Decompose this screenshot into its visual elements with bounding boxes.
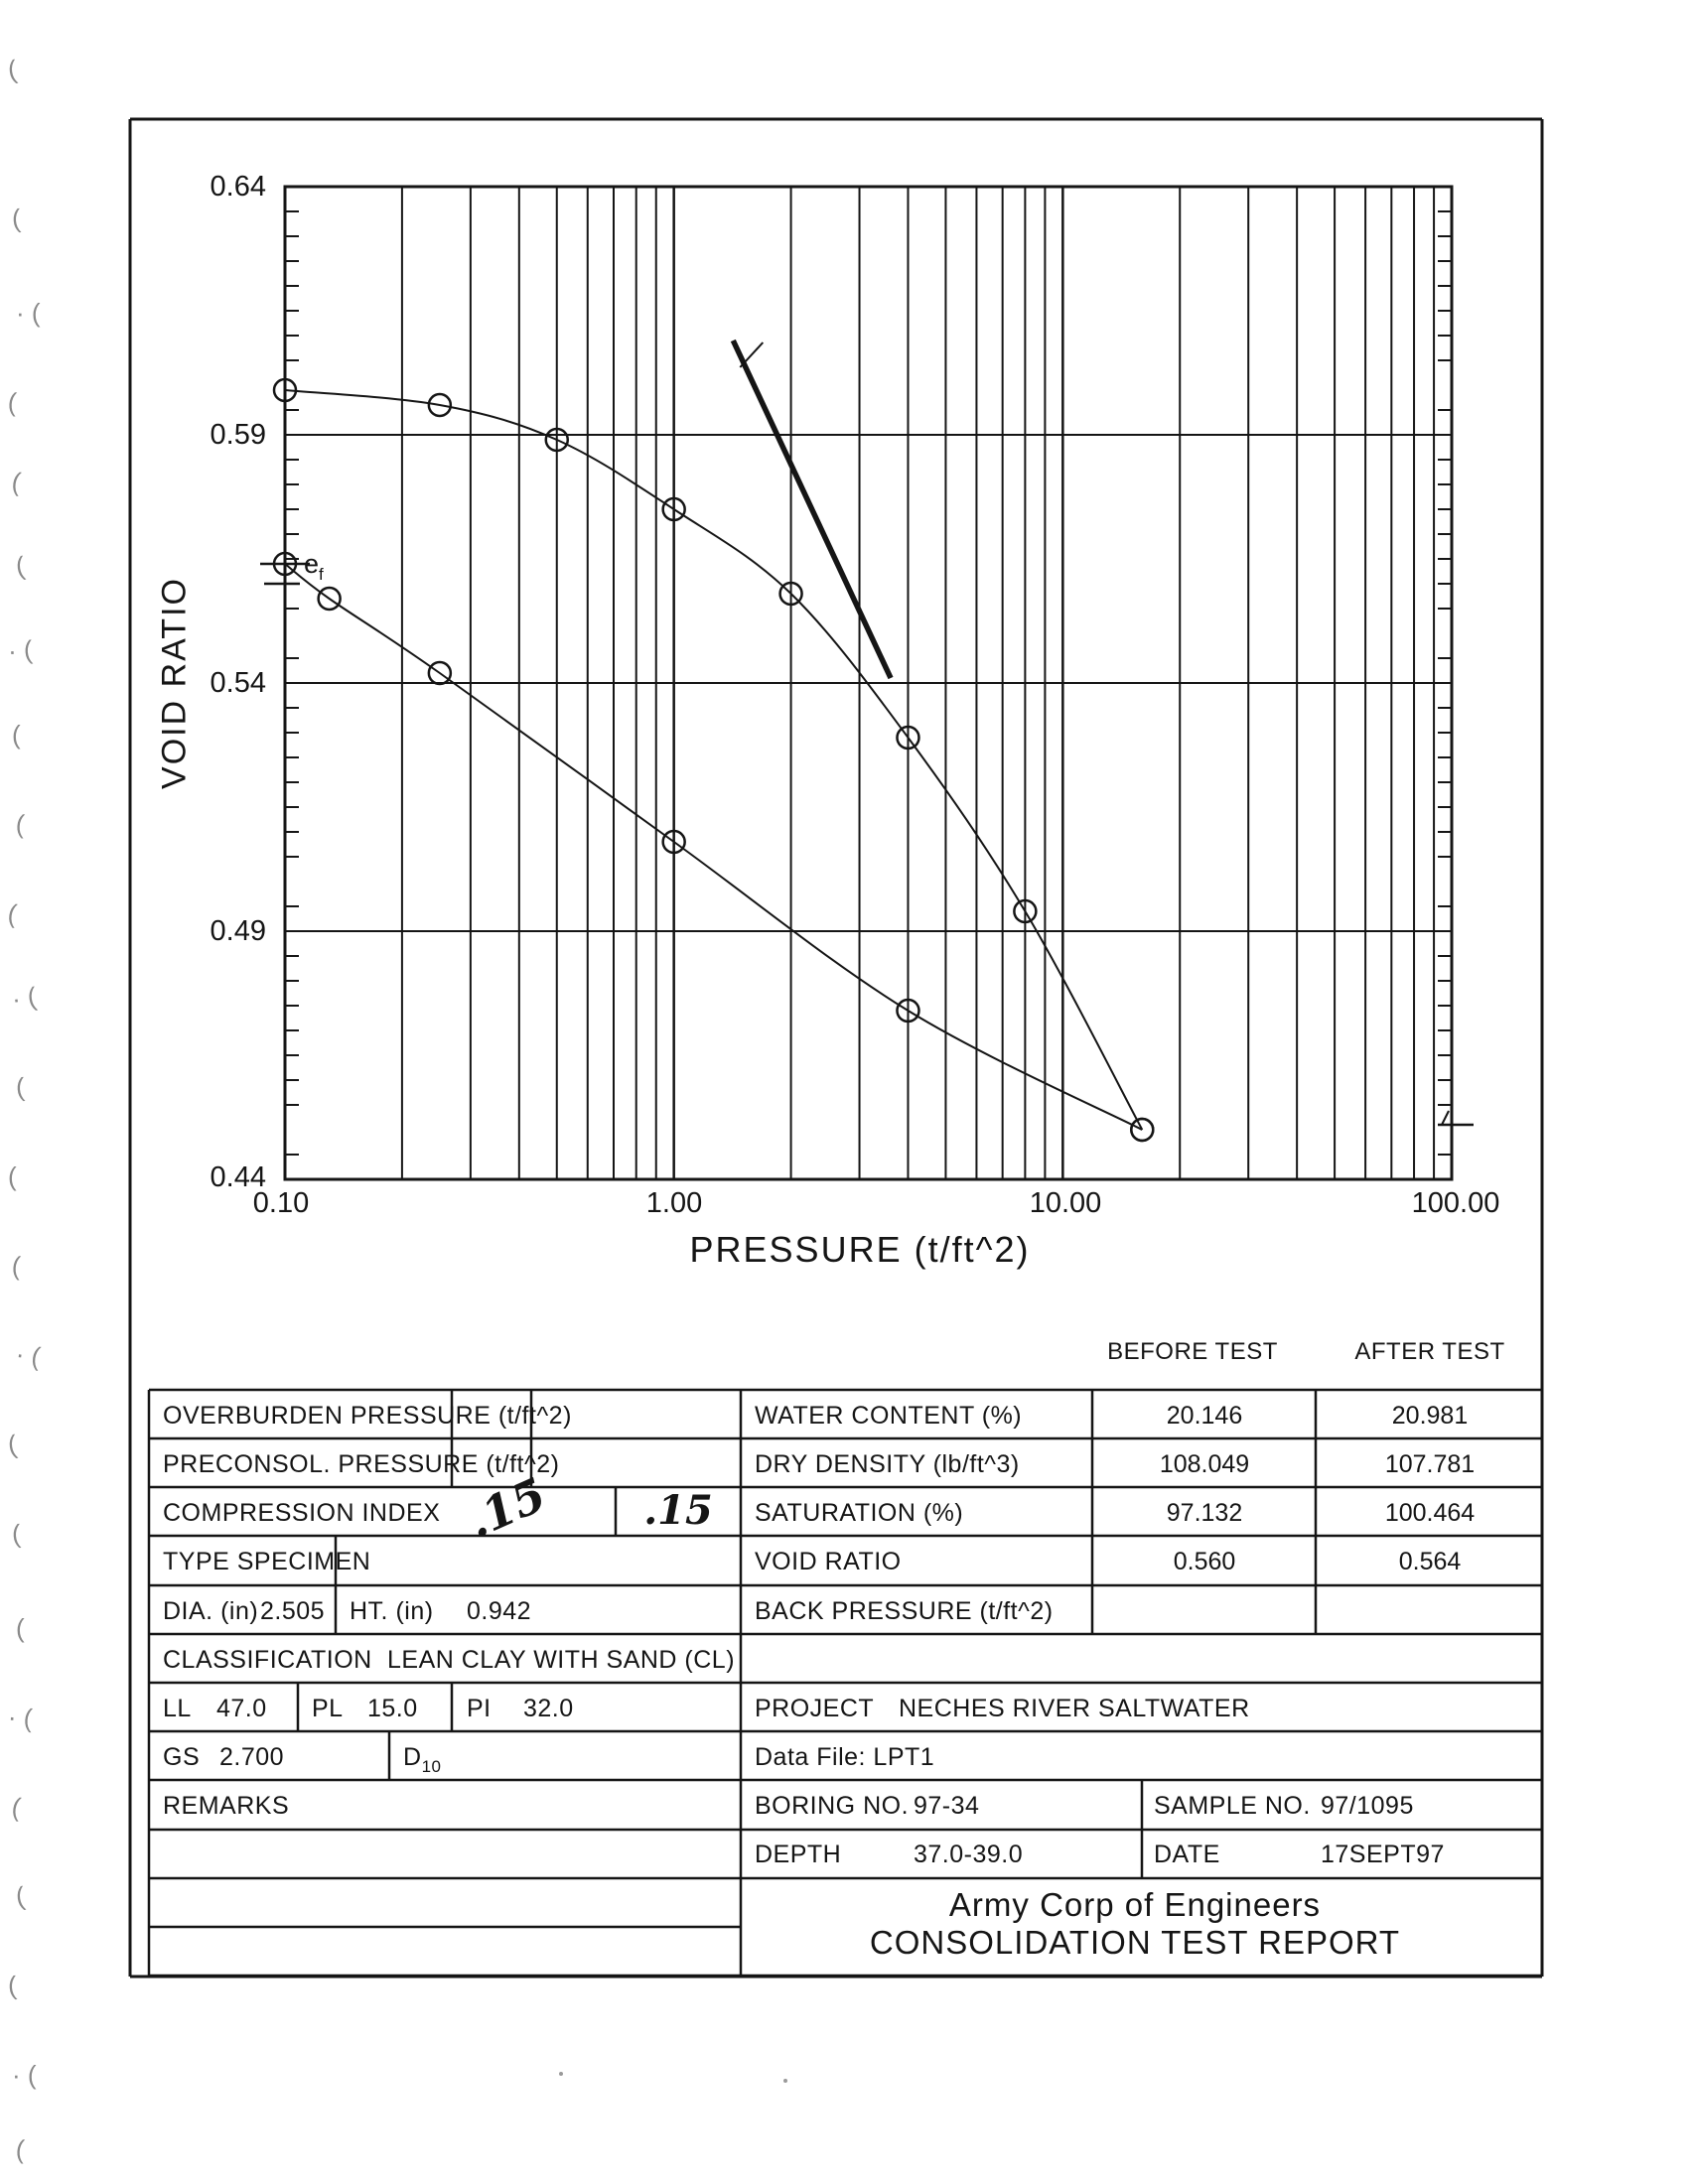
pi-label: PI (467, 1695, 492, 1722)
before-test-header: BEFORE TEST (1107, 1338, 1278, 1365)
sample-no-label: SAMPLE NO. (1154, 1792, 1311, 1820)
project-value: NECHES RIVER SALTWATER (899, 1695, 1250, 1722)
x-axis-title: PRESSURE (t/ft^2) (689, 1229, 1031, 1270)
boring-no-label: BORING NO. (755, 1792, 910, 1820)
scan-artifact-mark: ( (8, 1161, 17, 1191)
y-axis-title: VOID RATIO (155, 577, 194, 789)
sample-no-value: 97/1095 (1321, 1792, 1414, 1820)
pl-label: PL (312, 1695, 344, 1722)
dry-density-after: 107.781 (1384, 1450, 1476, 1478)
scan-speck (559, 2072, 563, 2076)
x-tick-100: 1.00 (645, 1187, 703, 1219)
ht-value: 0.942 (467, 1597, 532, 1625)
overburden-pressure-label: OVERBURDEN PRESSURE (t/ft^2) (163, 1402, 572, 1430)
back-pressure-label: BACK PRESSURE (t/ft^2) (755, 1597, 1054, 1625)
pl-value: 15.0 (367, 1695, 418, 1722)
x-tick-10000: 100.00 (1411, 1187, 1500, 1219)
saturation-before: 97.132 (1166, 1499, 1243, 1527)
ll-value: 47.0 (216, 1695, 267, 1722)
ll-label: LL (163, 1695, 192, 1722)
x-tick-010: 0.10 (252, 1187, 310, 1219)
project-label: PROJECT (755, 1695, 875, 1722)
saturation-label: SATURATION (%) (755, 1499, 964, 1527)
after-test-header: AFTER TEST (1354, 1338, 1505, 1365)
y-tick-049: 0.49 (210, 915, 266, 947)
remarks-label: REMARKS (163, 1792, 290, 1820)
depth-label: DEPTH (755, 1841, 842, 1868)
water-content-after: 20.981 (1391, 1402, 1469, 1430)
saturation-after: 100.464 (1384, 1499, 1476, 1527)
void-ratio-after: 0.564 (1398, 1548, 1462, 1575)
scan-artifact-mark: · ( (12, 2060, 37, 2090)
compression-index-label: COMPRESSION INDEX (163, 1499, 441, 1527)
dry-density-before: 108.049 (1159, 1450, 1250, 1478)
dia-label: DIA. (in) (163, 1597, 259, 1625)
gs-value: 2.700 (219, 1743, 285, 1771)
water-content-label: WATER CONTENT (%) (755, 1402, 1023, 1430)
water-content-before: 20.146 (1166, 1402, 1243, 1430)
depth-value: 37.0-39.0 (914, 1841, 1024, 1868)
classification-label: CLASSIFICATION (163, 1646, 372, 1674)
compression-index-value: .15 (643, 1487, 713, 1534)
scan-speck (783, 2079, 787, 2083)
scan-artifact-mark: ( (16, 1613, 25, 1643)
dry-density-label: DRY DENSITY (lb/ft^3) (755, 1450, 1020, 1478)
scan-artifact-mark: ( (12, 720, 21, 750)
date-value: 17SEPT97 (1321, 1841, 1445, 1868)
scan-artifact-mark: · ( (16, 298, 41, 328)
d10-label: D10 (403, 1743, 442, 1776)
y-tick-059: 0.59 (210, 419, 266, 451)
type-specimen-label: TYPE SPECIMEN (163, 1548, 371, 1575)
classification-value: LEAN CLAY WITH SAND (CL) (387, 1646, 736, 1674)
datafile-value: Data File: LPT1 (755, 1743, 935, 1771)
y-tick-044: 0.44 (210, 1161, 266, 1193)
dia-value: 2.505 (260, 1597, 326, 1625)
report-title: CONSOLIDATION TEST REPORT (869, 1924, 1401, 1961)
organization-title: Army Corp of Engineers (948, 1886, 1322, 1923)
preconsol-pressure-label: PRECONSOL. PRESSURE (t/ft^2) (163, 1450, 560, 1478)
gs-label: GS (163, 1743, 201, 1771)
ht-label: HT. (in) (350, 1597, 434, 1625)
x-tick-1000: 10.00 (1029, 1187, 1102, 1219)
date-label: DATE (1154, 1841, 1220, 1868)
void-ratio-label: VOID RATIO (755, 1548, 902, 1575)
ef-annotation-label: ef (304, 549, 324, 584)
void-ratio-before: 0.560 (1173, 1548, 1236, 1575)
boring-no-value: 97-34 (914, 1792, 980, 1820)
y-tick-064: 0.64 (210, 171, 266, 203)
y-tick-054: 0.54 (210, 667, 266, 699)
pi-value: 32.0 (523, 1695, 574, 1722)
